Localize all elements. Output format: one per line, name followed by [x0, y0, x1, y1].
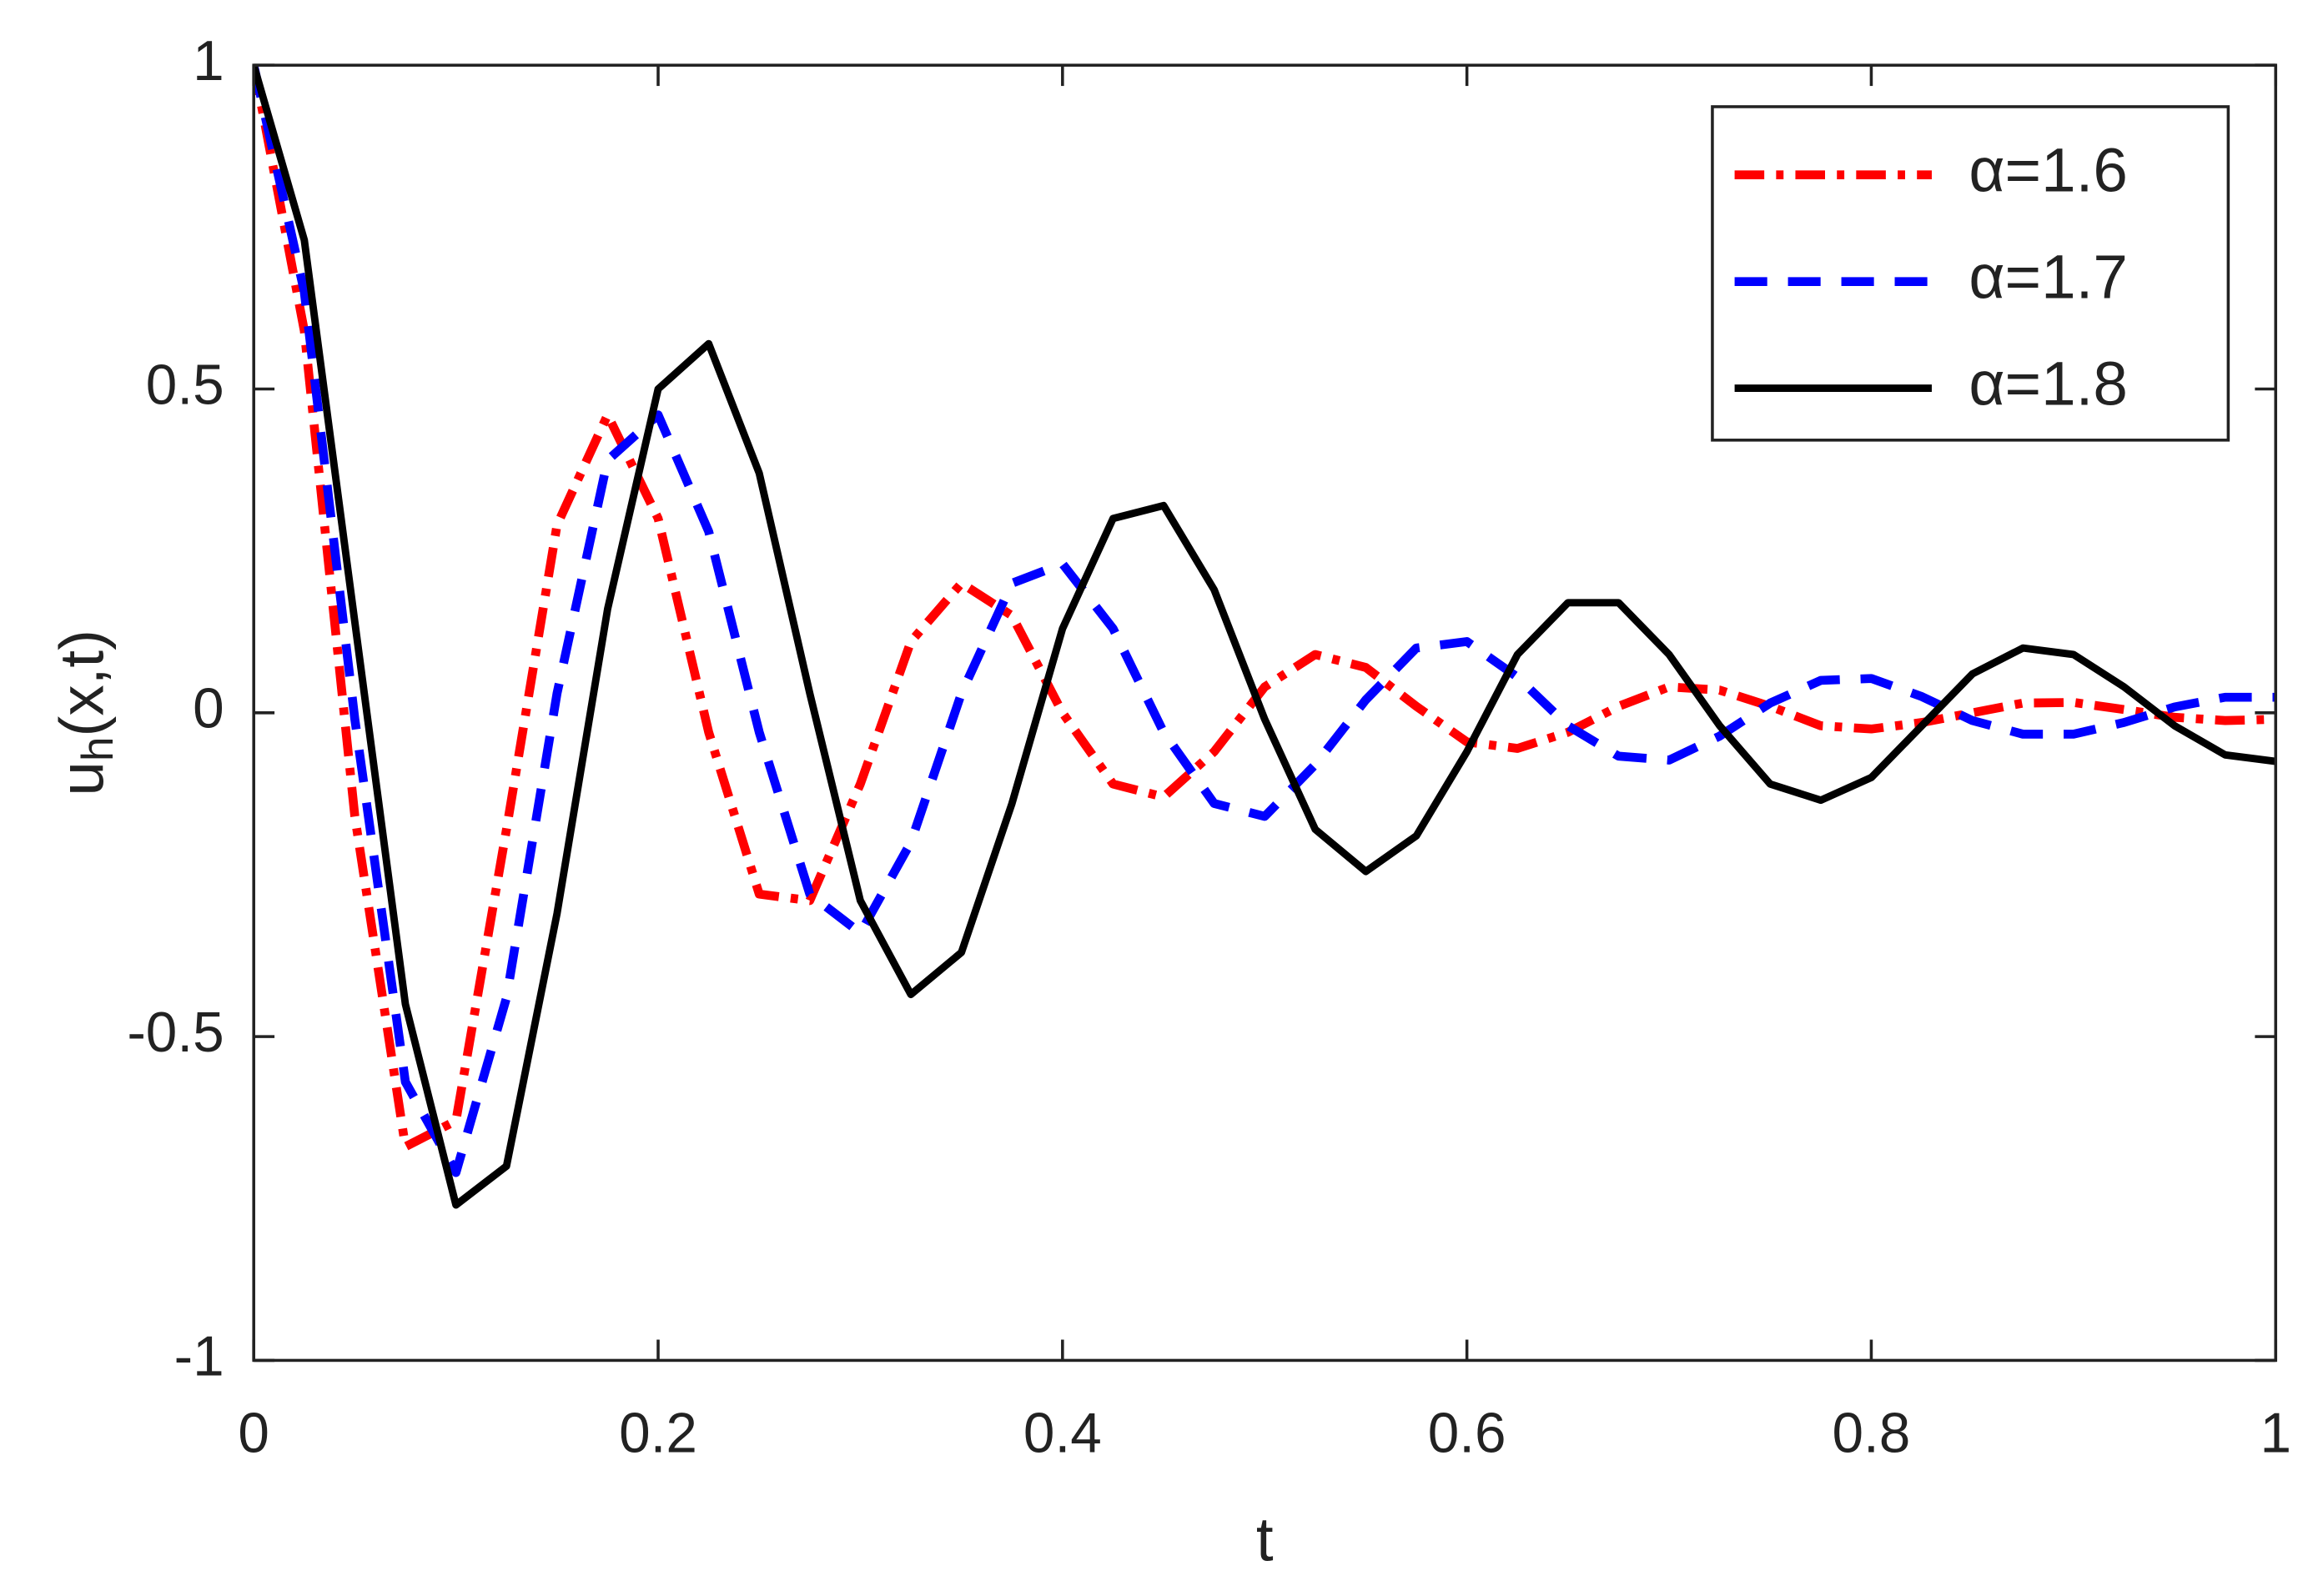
y-axis-label-part: (x,t): [46, 630, 116, 736]
y-axis-label: uh(x,t): [46, 630, 123, 796]
x-tick-label: 1: [2260, 1403, 2291, 1465]
x-tick-label: 0.6: [1428, 1403, 1506, 1465]
y-tick-label: 0.5: [146, 354, 224, 416]
x-tick-label: 0: [238, 1403, 269, 1465]
legend-label: α=1.6: [1969, 134, 2127, 204]
series-line: [254, 65, 2276, 1209]
y-axis-label-subscript: h: [73, 736, 123, 761]
y-axis-label-part: u: [46, 761, 116, 796]
legend-label: α=1.8: [1969, 348, 2127, 418]
y-tick-label: 1: [193, 30, 224, 93]
series-line: [254, 65, 2276, 1152]
y-tick-label: -0.5: [127, 1001, 224, 1064]
plot-frame: [252, 63, 2278, 1363]
x-axis-label: t: [1256, 1504, 1274, 1574]
x-tick-label: 0.2: [619, 1403, 697, 1465]
x-tick-label: 0.4: [1023, 1403, 1102, 1465]
y-tick-label: 0: [193, 678, 224, 740]
x-tick-label: 0.8: [1833, 1403, 1911, 1465]
legend-label: α=1.7: [1969, 241, 2127, 311]
y-tick-label: -1: [174, 1325, 224, 1388]
